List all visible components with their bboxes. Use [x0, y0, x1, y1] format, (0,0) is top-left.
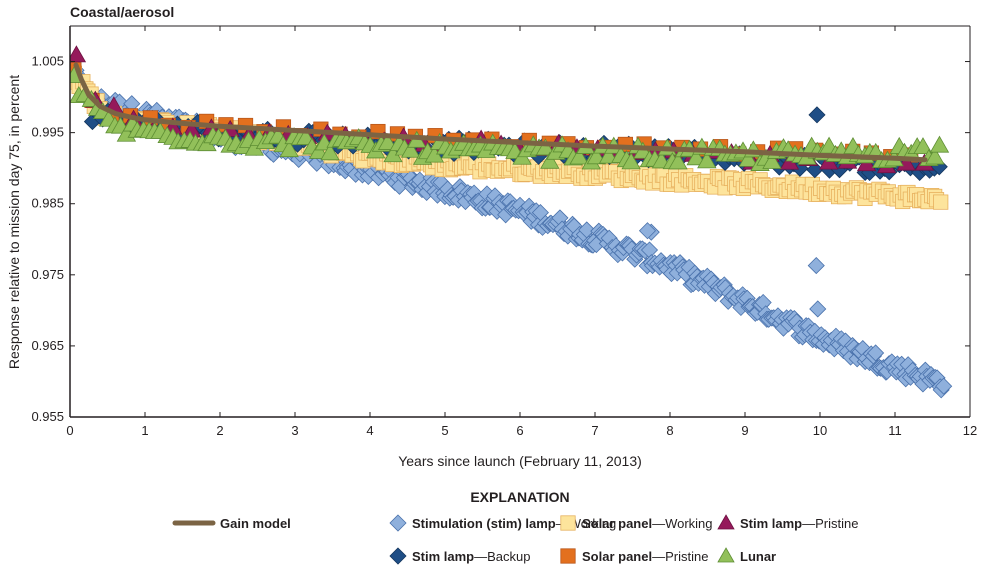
legend-label: Gain model	[220, 516, 291, 531]
y-tick-label: 0.985	[31, 196, 64, 211]
x-tick-label: 8	[666, 423, 673, 438]
x-tick-label: 0	[66, 423, 73, 438]
data-point	[762, 151, 782, 169]
y-tick-label: 0.975	[31, 267, 64, 282]
data-point-outlier	[807, 257, 825, 275]
data-point-outlier	[808, 106, 826, 124]
x-tick-label: 9	[741, 423, 748, 438]
x-tick-label: 1	[141, 423, 148, 438]
data-point	[896, 153, 916, 171]
legend-swatch-diamond	[389, 547, 407, 565]
x-tick-label: 11	[888, 423, 902, 438]
data-point	[929, 135, 950, 153]
data-point	[867, 344, 885, 362]
y-axis-title: Response relative to mission day 75, in …	[6, 75, 22, 369]
legend-label: Stim lamp—Backup	[412, 549, 531, 564]
legend-item-gain-model: Gain model	[172, 516, 291, 531]
data-point	[535, 138, 556, 156]
x-tick-label: 7	[591, 423, 598, 438]
data-point	[377, 133, 398, 150]
x-tick-label: 12	[963, 423, 977, 438]
legend-item-solar-pristine: Solar panel—Pristine	[560, 548, 708, 564]
legend-swatch-triangle	[717, 514, 735, 530]
data-point	[320, 143, 340, 161]
x-tick-label: 5	[441, 423, 448, 438]
y-tick-label: 0.995	[31, 125, 64, 140]
data-point	[621, 152, 641, 170]
legend-item-lunar: Lunar	[717, 547, 776, 564]
x-tick-label: 6	[516, 423, 523, 438]
legend-label: Stim lamp—Pristine	[740, 516, 858, 531]
legend-swatch-square	[560, 515, 576, 531]
legend-label: Solar panel—Working	[582, 516, 713, 531]
data-point	[540, 151, 560, 169]
data-point-outlier	[809, 300, 827, 318]
data-point	[925, 147, 945, 165]
x-tick-label: 4	[366, 423, 373, 438]
y-tick-label: 1.005	[31, 54, 64, 69]
legend-swatch-triangle	[717, 547, 735, 563]
data-point	[598, 146, 619, 164]
data-point	[933, 194, 949, 210]
gain-model-line	[73, 62, 928, 163]
chart-title: Coastal/aerosol	[70, 4, 174, 20]
data-point	[913, 137, 933, 155]
y-tick-label: 0.965	[31, 338, 64, 353]
x-axis-title: Years since launch (February 11, 2013)	[398, 453, 642, 469]
y-tick-label: 0.955	[31, 409, 64, 424]
legend: Gain model Stimulation (stim) lamp—Workin…	[172, 514, 858, 565]
x-tick-label: 2	[216, 423, 223, 438]
x-tick-label: 10	[813, 423, 827, 438]
legend-label: Solar panel—Pristine	[582, 549, 708, 564]
data-point	[70, 45, 87, 63]
legend-swatch-diamond	[389, 514, 407, 532]
data-point	[697, 151, 717, 169]
data-point	[279, 140, 299, 158]
legend-swatch-square	[560, 548, 576, 564]
data-point	[308, 141, 329, 159]
plot-area	[70, 45, 953, 399]
legend-item-solar-working: Solar panel—Working	[560, 515, 713, 531]
data-point	[738, 149, 758, 167]
data-point	[400, 140, 421, 158]
x-tick-label: 3	[291, 423, 298, 438]
legend-item-stim-backup: Stim lamp—Backup	[389, 547, 531, 565]
data-point-outlier	[638, 222, 657, 240]
legend-item-stim-pristine: Stim lamp—Pristine	[717, 514, 858, 531]
data-point	[586, 147, 607, 165]
series-solar-working	[70, 65, 949, 210]
data-point	[935, 377, 953, 395]
data-point	[686, 148, 706, 166]
axes: 0 1 2 3 4 5 6 7 8 9 10 11 120.9550.9650.9750.9850.99…	[31, 25, 977, 438]
legend-label: Lunar	[740, 549, 776, 564]
legend-heading: EXPLANATION	[470, 489, 569, 505]
data-point	[668, 152, 688, 170]
data-point	[569, 147, 589, 165]
